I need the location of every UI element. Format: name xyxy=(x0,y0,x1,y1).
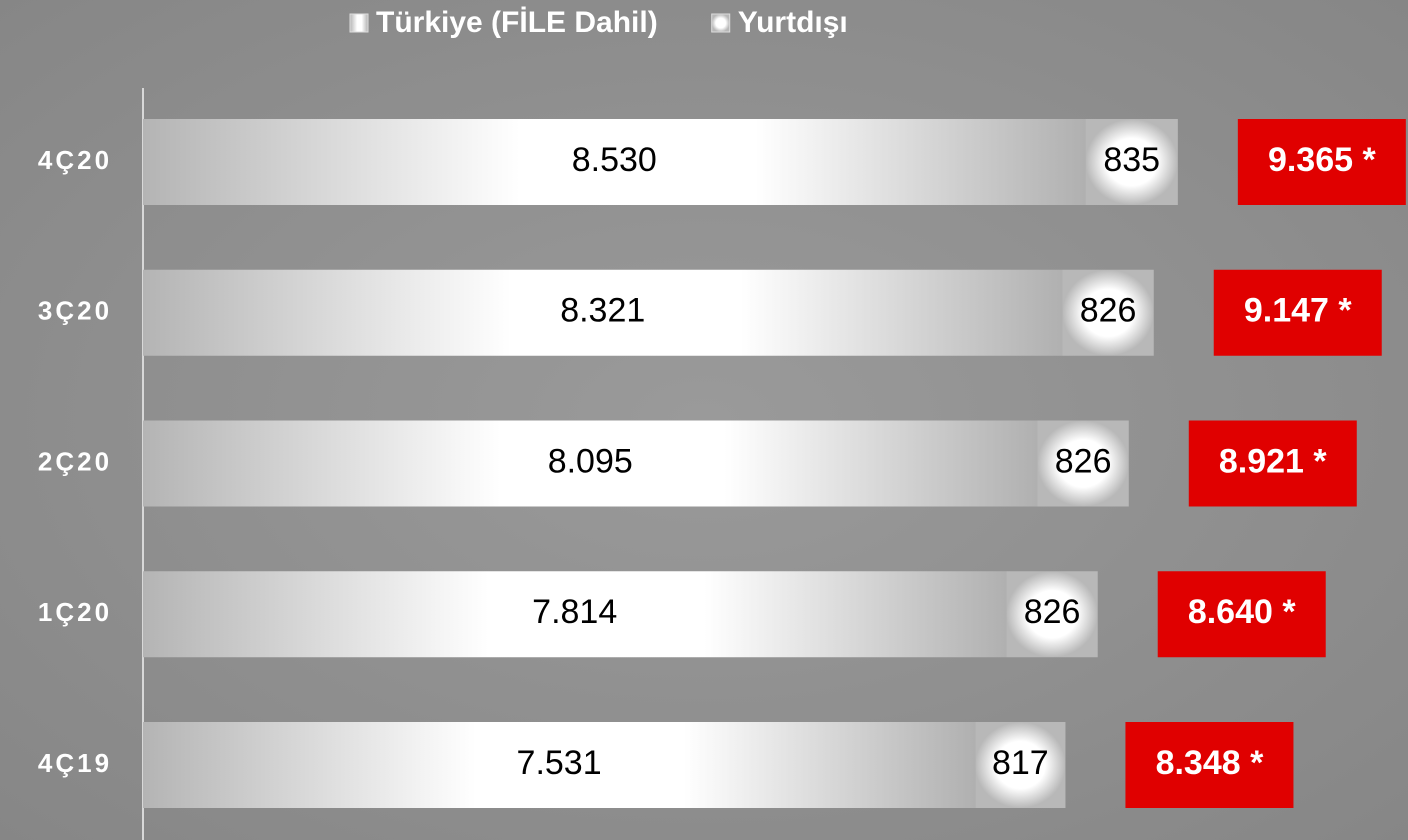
total-label: 8.348 * xyxy=(1156,744,1265,782)
data-label: 8.530 xyxy=(572,141,657,179)
category-label: 4Ç19 xyxy=(38,748,112,778)
total-label: 8.640 * xyxy=(1188,593,1297,631)
data-label: 826 xyxy=(1080,292,1137,330)
bar-segment xyxy=(143,571,1007,658)
data-label: 8.095 xyxy=(548,442,633,480)
total-label: 9.365 * xyxy=(1268,141,1377,179)
total-box xyxy=(1188,420,1357,507)
category-label: 4Ç20 xyxy=(38,145,112,175)
total-box xyxy=(1157,571,1326,658)
bar-segment xyxy=(143,119,1086,205)
total-label: 8.921 * xyxy=(1219,442,1328,480)
total-label: 9.147 * xyxy=(1244,292,1353,330)
legend-label: Türkiye (FİLE Dahil) xyxy=(376,6,658,39)
total-box xyxy=(1237,119,1406,205)
total-box xyxy=(1125,722,1294,808)
category-label: 2Ç20 xyxy=(38,446,112,476)
legend-swatch xyxy=(711,13,731,33)
category-label: 1Ç20 xyxy=(38,597,112,627)
data-label: 7.814 xyxy=(532,593,617,631)
bar-segment xyxy=(1062,269,1154,356)
legend-swatch xyxy=(349,13,369,33)
bar-segment xyxy=(1006,571,1098,658)
category-label: 3Ç20 xyxy=(38,296,112,326)
bar-segment xyxy=(1085,119,1178,205)
data-label: 817 xyxy=(992,744,1049,782)
bar-segment xyxy=(975,722,1066,808)
legend-label: Yurtdışı xyxy=(738,6,848,39)
data-label: 826 xyxy=(1055,442,1112,480)
bar-segment xyxy=(143,420,1038,507)
bar-segment xyxy=(143,269,1063,356)
data-label: 835 xyxy=(1103,141,1160,179)
bar-segment xyxy=(143,722,976,808)
data-label: 8.321 xyxy=(560,292,645,330)
data-label: 826 xyxy=(1024,593,1081,631)
bar-segment xyxy=(1037,420,1129,507)
total-box xyxy=(1213,269,1382,356)
data-label: 7.531 xyxy=(517,744,602,782)
